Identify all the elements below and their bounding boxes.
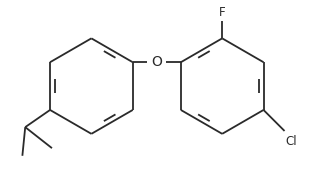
Text: O: O xyxy=(151,55,162,69)
Text: Cl: Cl xyxy=(286,135,297,148)
Text: F: F xyxy=(219,6,226,19)
